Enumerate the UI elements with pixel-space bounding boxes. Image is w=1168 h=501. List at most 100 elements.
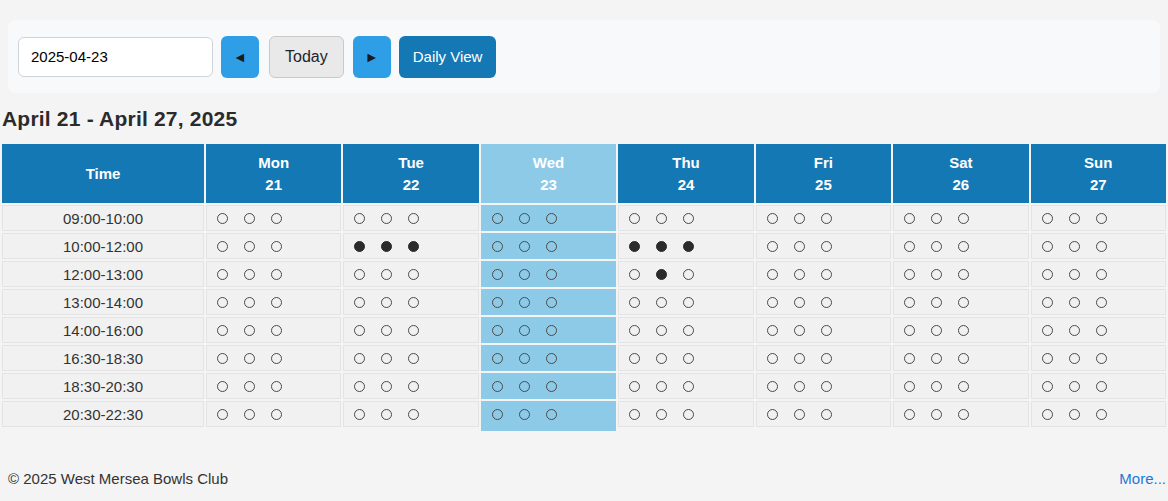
rink-free-icon[interactable] [767, 325, 778, 336]
rink-free-icon[interactable] [546, 213, 557, 224]
rink-free-icon[interactable] [244, 297, 255, 308]
rink-free-icon[interactable] [683, 269, 694, 280]
rink-free-icon[interactable] [546, 297, 557, 308]
rink-free-icon[interactable] [767, 269, 778, 280]
rink-free-icon[interactable] [821, 241, 832, 252]
rink-free-icon[interactable] [271, 381, 282, 392]
rink-free-icon[interactable] [244, 325, 255, 336]
rink-free-icon[interactable] [408, 297, 419, 308]
rink-free-icon[interactable] [1069, 353, 1080, 364]
rink-free-icon[interactable] [767, 409, 778, 420]
rink-free-icon[interactable] [381, 409, 392, 420]
rink-booked-icon[interactable] [354, 241, 365, 252]
rink-free-icon[interactable] [408, 325, 419, 336]
rink-free-icon[interactable] [1042, 213, 1053, 224]
rink-free-icon[interactable] [1096, 213, 1107, 224]
rink-free-icon[interactable] [931, 269, 942, 280]
rink-free-icon[interactable] [821, 353, 832, 364]
rink-free-icon[interactable] [1096, 241, 1107, 252]
rink-free-icon[interactable] [519, 381, 530, 392]
rink-booked-icon[interactable] [683, 241, 694, 252]
rink-free-icon[interactable] [381, 325, 392, 336]
rink-free-icon[interactable] [656, 297, 667, 308]
rink-free-icon[interactable] [904, 381, 915, 392]
rink-free-icon[interactable] [519, 297, 530, 308]
rink-free-icon[interactable] [629, 269, 640, 280]
rink-free-icon[interactable] [519, 325, 530, 336]
rink-free-icon[interactable] [821, 269, 832, 280]
rink-free-icon[interactable] [1096, 269, 1107, 280]
rink-free-icon[interactable] [629, 353, 640, 364]
rink-free-icon[interactable] [767, 241, 778, 252]
rink-free-icon[interactable] [629, 213, 640, 224]
date-input[interactable] [18, 37, 213, 77]
rink-free-icon[interactable] [217, 297, 228, 308]
rink-free-icon[interactable] [271, 269, 282, 280]
rink-free-icon[interactable] [1069, 325, 1080, 336]
rink-free-icon[interactable] [656, 381, 667, 392]
rink-free-icon[interactable] [683, 409, 694, 420]
rink-free-icon[interactable] [1042, 409, 1053, 420]
rink-free-icon[interactable] [767, 353, 778, 364]
rink-free-icon[interactable] [244, 241, 255, 252]
rink-free-icon[interactable] [821, 297, 832, 308]
rink-free-icon[interactable] [1096, 325, 1107, 336]
rink-free-icon[interactable] [1096, 409, 1107, 420]
rink-free-icon[interactable] [381, 381, 392, 392]
rink-free-icon[interactable] [519, 269, 530, 280]
rink-free-icon[interactable] [244, 381, 255, 392]
rink-free-icon[interactable] [271, 409, 282, 420]
rink-booked-icon[interactable] [381, 241, 392, 252]
rink-free-icon[interactable] [354, 213, 365, 224]
rink-free-icon[interactable] [656, 213, 667, 224]
rink-free-icon[interactable] [492, 297, 503, 308]
rink-free-icon[interactable] [271, 241, 282, 252]
rink-free-icon[interactable] [794, 213, 805, 224]
rink-free-icon[interactable] [904, 297, 915, 308]
rink-free-icon[interactable] [794, 269, 805, 280]
rink-free-icon[interactable] [821, 213, 832, 224]
rink-free-icon[interactable] [656, 409, 667, 420]
rink-free-icon[interactable] [217, 325, 228, 336]
rink-free-icon[interactable] [767, 297, 778, 308]
more-link[interactable]: More... [1119, 470, 1166, 487]
rink-free-icon[interactable] [492, 269, 503, 280]
rink-free-icon[interactable] [381, 353, 392, 364]
rink-free-icon[interactable] [492, 213, 503, 224]
rink-free-icon[interactable] [683, 381, 694, 392]
rink-free-icon[interactable] [1042, 325, 1053, 336]
rink-free-icon[interactable] [1069, 269, 1080, 280]
rink-free-icon[interactable] [904, 213, 915, 224]
rink-free-icon[interactable] [958, 353, 969, 364]
rink-free-icon[interactable] [1069, 213, 1080, 224]
rink-free-icon[interactable] [1042, 269, 1053, 280]
rink-free-icon[interactable] [1042, 241, 1053, 252]
rink-free-icon[interactable] [492, 241, 503, 252]
previous-week-button[interactable]: ◄ [221, 36, 259, 78]
rink-free-icon[interactable] [958, 325, 969, 336]
rink-free-icon[interactable] [958, 409, 969, 420]
rink-free-icon[interactable] [271, 325, 282, 336]
rink-free-icon[interactable] [1096, 353, 1107, 364]
rink-free-icon[interactable] [354, 381, 365, 392]
rink-free-icon[interactable] [408, 213, 419, 224]
rink-free-icon[interactable] [931, 241, 942, 252]
rink-free-icon[interactable] [1096, 297, 1107, 308]
rink-free-icon[interactable] [1042, 381, 1053, 392]
rink-free-icon[interactable] [904, 409, 915, 420]
rink-free-icon[interactable] [904, 269, 915, 280]
rink-free-icon[interactable] [629, 409, 640, 420]
rink-free-icon[interactable] [271, 213, 282, 224]
rink-free-icon[interactable] [381, 297, 392, 308]
rink-free-icon[interactable] [546, 353, 557, 364]
rink-free-icon[interactable] [794, 353, 805, 364]
rink-free-icon[interactable] [958, 213, 969, 224]
rink-free-icon[interactable] [519, 353, 530, 364]
rink-free-icon[interactable] [794, 381, 805, 392]
rink-free-icon[interactable] [931, 409, 942, 420]
rink-booked-icon[interactable] [408, 241, 419, 252]
rink-free-icon[interactable] [958, 297, 969, 308]
rink-free-icon[interactable] [629, 381, 640, 392]
rink-free-icon[interactable] [217, 409, 228, 420]
rink-booked-icon[interactable] [629, 241, 640, 252]
